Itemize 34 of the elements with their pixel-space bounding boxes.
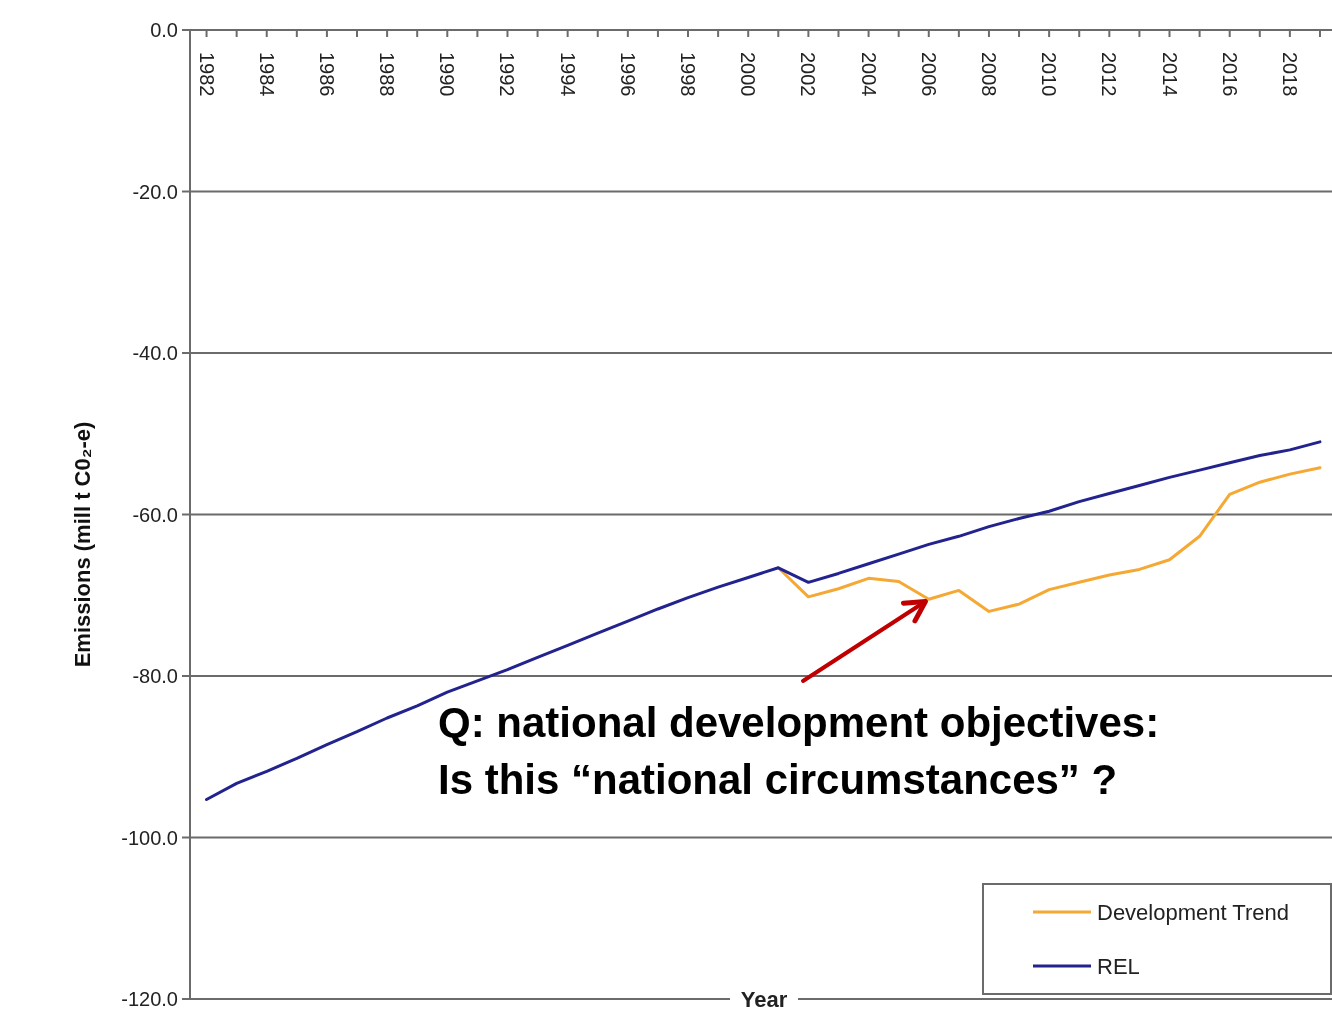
y-tick-label: -120.0 [121,988,178,1010]
x-tick-label: 1982 [195,52,218,97]
x-tick-label: 2000 [737,52,760,97]
x-tick-label: 2018 [1278,52,1301,97]
y-tick-label: -60.0 [132,503,178,526]
x-tick-label: 2014 [1158,52,1181,97]
x-tick-label: 2010 [1038,52,1061,97]
x-tick-label: 1998 [677,52,700,97]
y-tick-label: 0.0 [150,19,178,41]
x-tick-label: 2004 [857,52,880,97]
annotation: Is this “national circumstances” ? [438,755,1118,803]
legend-label: REL [1097,953,1140,979]
y-tick-label: -100.0 [121,826,178,849]
x-tick-label: 2016 [1218,52,1241,97]
y-axis-title: Emissions (mill t C0₂-e) [70,421,95,668]
x-tick-label: 1984 [255,52,278,97]
y-tick-label: -40.0 [132,342,178,364]
line-series [776,466,1322,613]
x-tick-label: 1986 [315,52,338,97]
x-axis-title: Year [740,987,788,1012]
x-tick-label: 1992 [496,52,519,97]
annotation: Q: national development objectives: [438,698,1160,746]
y-tick-label: -80.0 [132,665,178,687]
x-tick-label: 1996 [616,52,639,97]
y-tick-label: -20.0 [132,180,178,203]
x-tick-label: 2012 [1098,52,1121,97]
x-tick-label: 1994 [556,52,579,97]
x-tick-label: 2006 [917,52,940,97]
x-tick-label: 2002 [797,52,820,97]
legend-label: Development Trend [1097,899,1289,925]
x-tick-label: 1988 [376,52,399,97]
x-tick-label: 1990 [436,52,459,97]
line-series [205,440,1322,802]
x-tick-label: 2008 [977,52,1000,97]
